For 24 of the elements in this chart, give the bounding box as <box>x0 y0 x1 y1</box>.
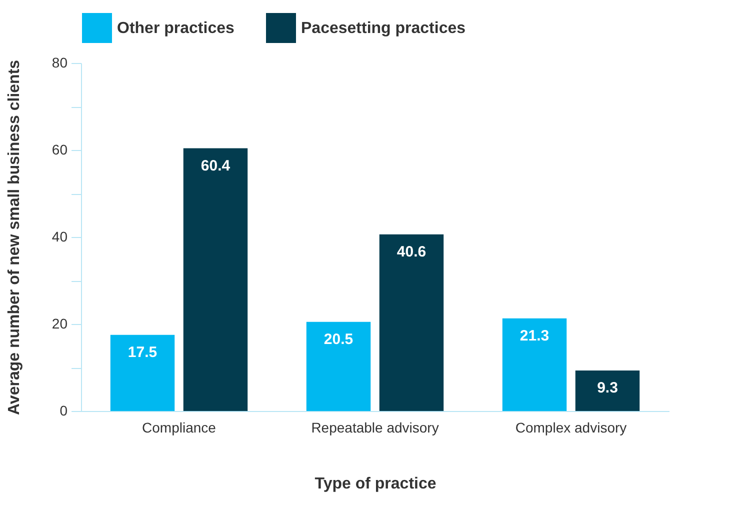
bar <box>306 322 371 411</box>
data-label: 40.6 <box>396 243 426 260</box>
data-label: 21.3 <box>520 327 550 344</box>
x-tick-label: Compliance <box>142 420 216 436</box>
y-axis-title: Average number of new small business clients <box>6 60 23 416</box>
y-tick-label: 40 <box>52 228 68 244</box>
x-axis-title: Type of practice <box>314 476 436 492</box>
bar <box>502 318 567 411</box>
bar <box>575 370 640 411</box>
y-tick-label: 0 <box>60 402 68 418</box>
legend-label: Pacesetting practices <box>301 20 466 37</box>
bar <box>110 334 175 411</box>
data-label: 17.5 <box>128 344 158 361</box>
x-tick-label: Complex advisory <box>515 420 627 436</box>
data-label: 20.5 <box>324 330 354 348</box>
y-tick-label: 60 <box>52 142 68 158</box>
data-label: 9.3 <box>597 380 618 397</box>
legend-label: Other practices <box>117 20 234 37</box>
data-label: 60.4 <box>200 157 231 174</box>
y-tick-label: 20 <box>52 316 68 332</box>
bar <box>379 234 444 411</box>
bar <box>183 148 248 411</box>
x-tick-label: Repeatable advisory <box>311 420 439 436</box>
y-tick-label: 80 <box>52 54 68 70</box>
